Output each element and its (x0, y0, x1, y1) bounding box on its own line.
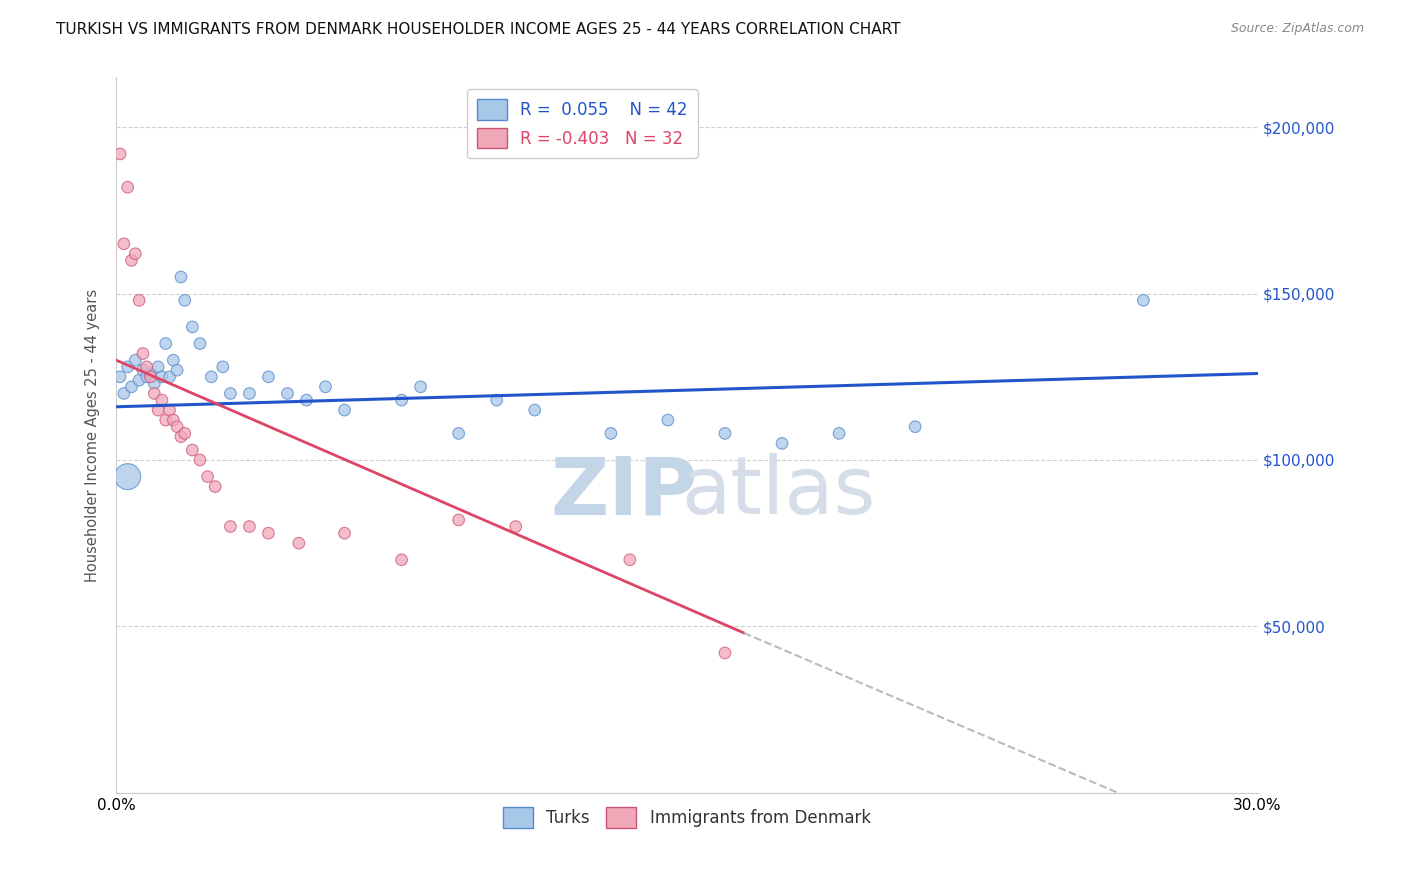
Point (828, 426, 851, 441)
Point (295, 393, 318, 408)
Point (315, 380, 337, 394)
Point (523, 403, 546, 417)
Point (181, 320, 204, 334)
Point (599, 426, 621, 441)
Point (391, 393, 413, 408)
Point (139, 367, 162, 381)
Point (485, 393, 508, 408)
Point (135, 359, 157, 374)
Point (117, 359, 139, 374)
Point (657, 413, 679, 427)
Point (257, 369, 280, 384)
Text: ZIP: ZIP (550, 453, 697, 532)
Point (124, 353, 146, 368)
Point (173, 426, 195, 441)
Point (150, 393, 173, 408)
Point (128, 373, 150, 387)
Point (200, 369, 222, 384)
Point (146, 403, 169, 417)
Point (162, 353, 184, 368)
Point (257, 526, 280, 541)
Point (197, 469, 219, 483)
Point (219, 519, 242, 533)
Point (132, 363, 155, 377)
Point (188, 453, 211, 467)
Point (121, 253, 143, 268)
Point (391, 553, 413, 567)
Point (447, 513, 470, 527)
Text: atlas: atlas (681, 453, 876, 532)
Point (166, 419, 188, 434)
Legend: Turks, Immigrants from Denmark: Turks, Immigrants from Denmark (496, 801, 877, 834)
Point (276, 386, 298, 401)
Point (505, 519, 527, 533)
Point (170, 270, 193, 285)
Point (124, 246, 146, 260)
Point (146, 359, 169, 374)
Point (117, 180, 139, 194)
Point (132, 346, 155, 360)
Point (211, 359, 233, 374)
Point (159, 403, 181, 417)
Point (333, 403, 356, 417)
Point (143, 386, 166, 401)
Point (181, 443, 204, 458)
Y-axis label: Householder Income Ages 25 - 44 years: Householder Income Ages 25 - 44 years (86, 288, 100, 582)
Point (447, 426, 470, 441)
Point (170, 430, 193, 444)
Point (159, 369, 181, 384)
Point (204, 480, 226, 494)
Point (714, 646, 737, 660)
Point (112, 386, 135, 401)
Point (162, 413, 184, 427)
Point (108, 147, 131, 161)
Point (333, 526, 356, 541)
Point (770, 436, 793, 450)
Point (143, 376, 166, 391)
Point (288, 536, 311, 550)
Point (188, 336, 211, 351)
Text: Source: ZipAtlas.com: Source: ZipAtlas.com (1230, 22, 1364, 36)
Point (238, 386, 260, 401)
Point (121, 380, 143, 394)
Point (128, 293, 150, 308)
Point (139, 369, 162, 384)
Point (150, 369, 173, 384)
Point (173, 293, 195, 308)
Point (409, 380, 432, 394)
Point (904, 419, 927, 434)
Point (155, 336, 177, 351)
Point (166, 363, 188, 377)
Point (112, 236, 135, 251)
Point (117, 469, 139, 483)
Point (155, 413, 177, 427)
Text: TURKISH VS IMMIGRANTS FROM DENMARK HOUSEHOLDER INCOME AGES 25 - 44 YEARS CORRELA: TURKISH VS IMMIGRANTS FROM DENMARK HOUSE… (56, 22, 901, 37)
Point (619, 553, 641, 567)
Point (1132, 293, 1154, 308)
Point (135, 369, 157, 384)
Point (714, 426, 737, 441)
Point (108, 369, 131, 384)
Point (219, 386, 242, 401)
Point (238, 519, 260, 533)
